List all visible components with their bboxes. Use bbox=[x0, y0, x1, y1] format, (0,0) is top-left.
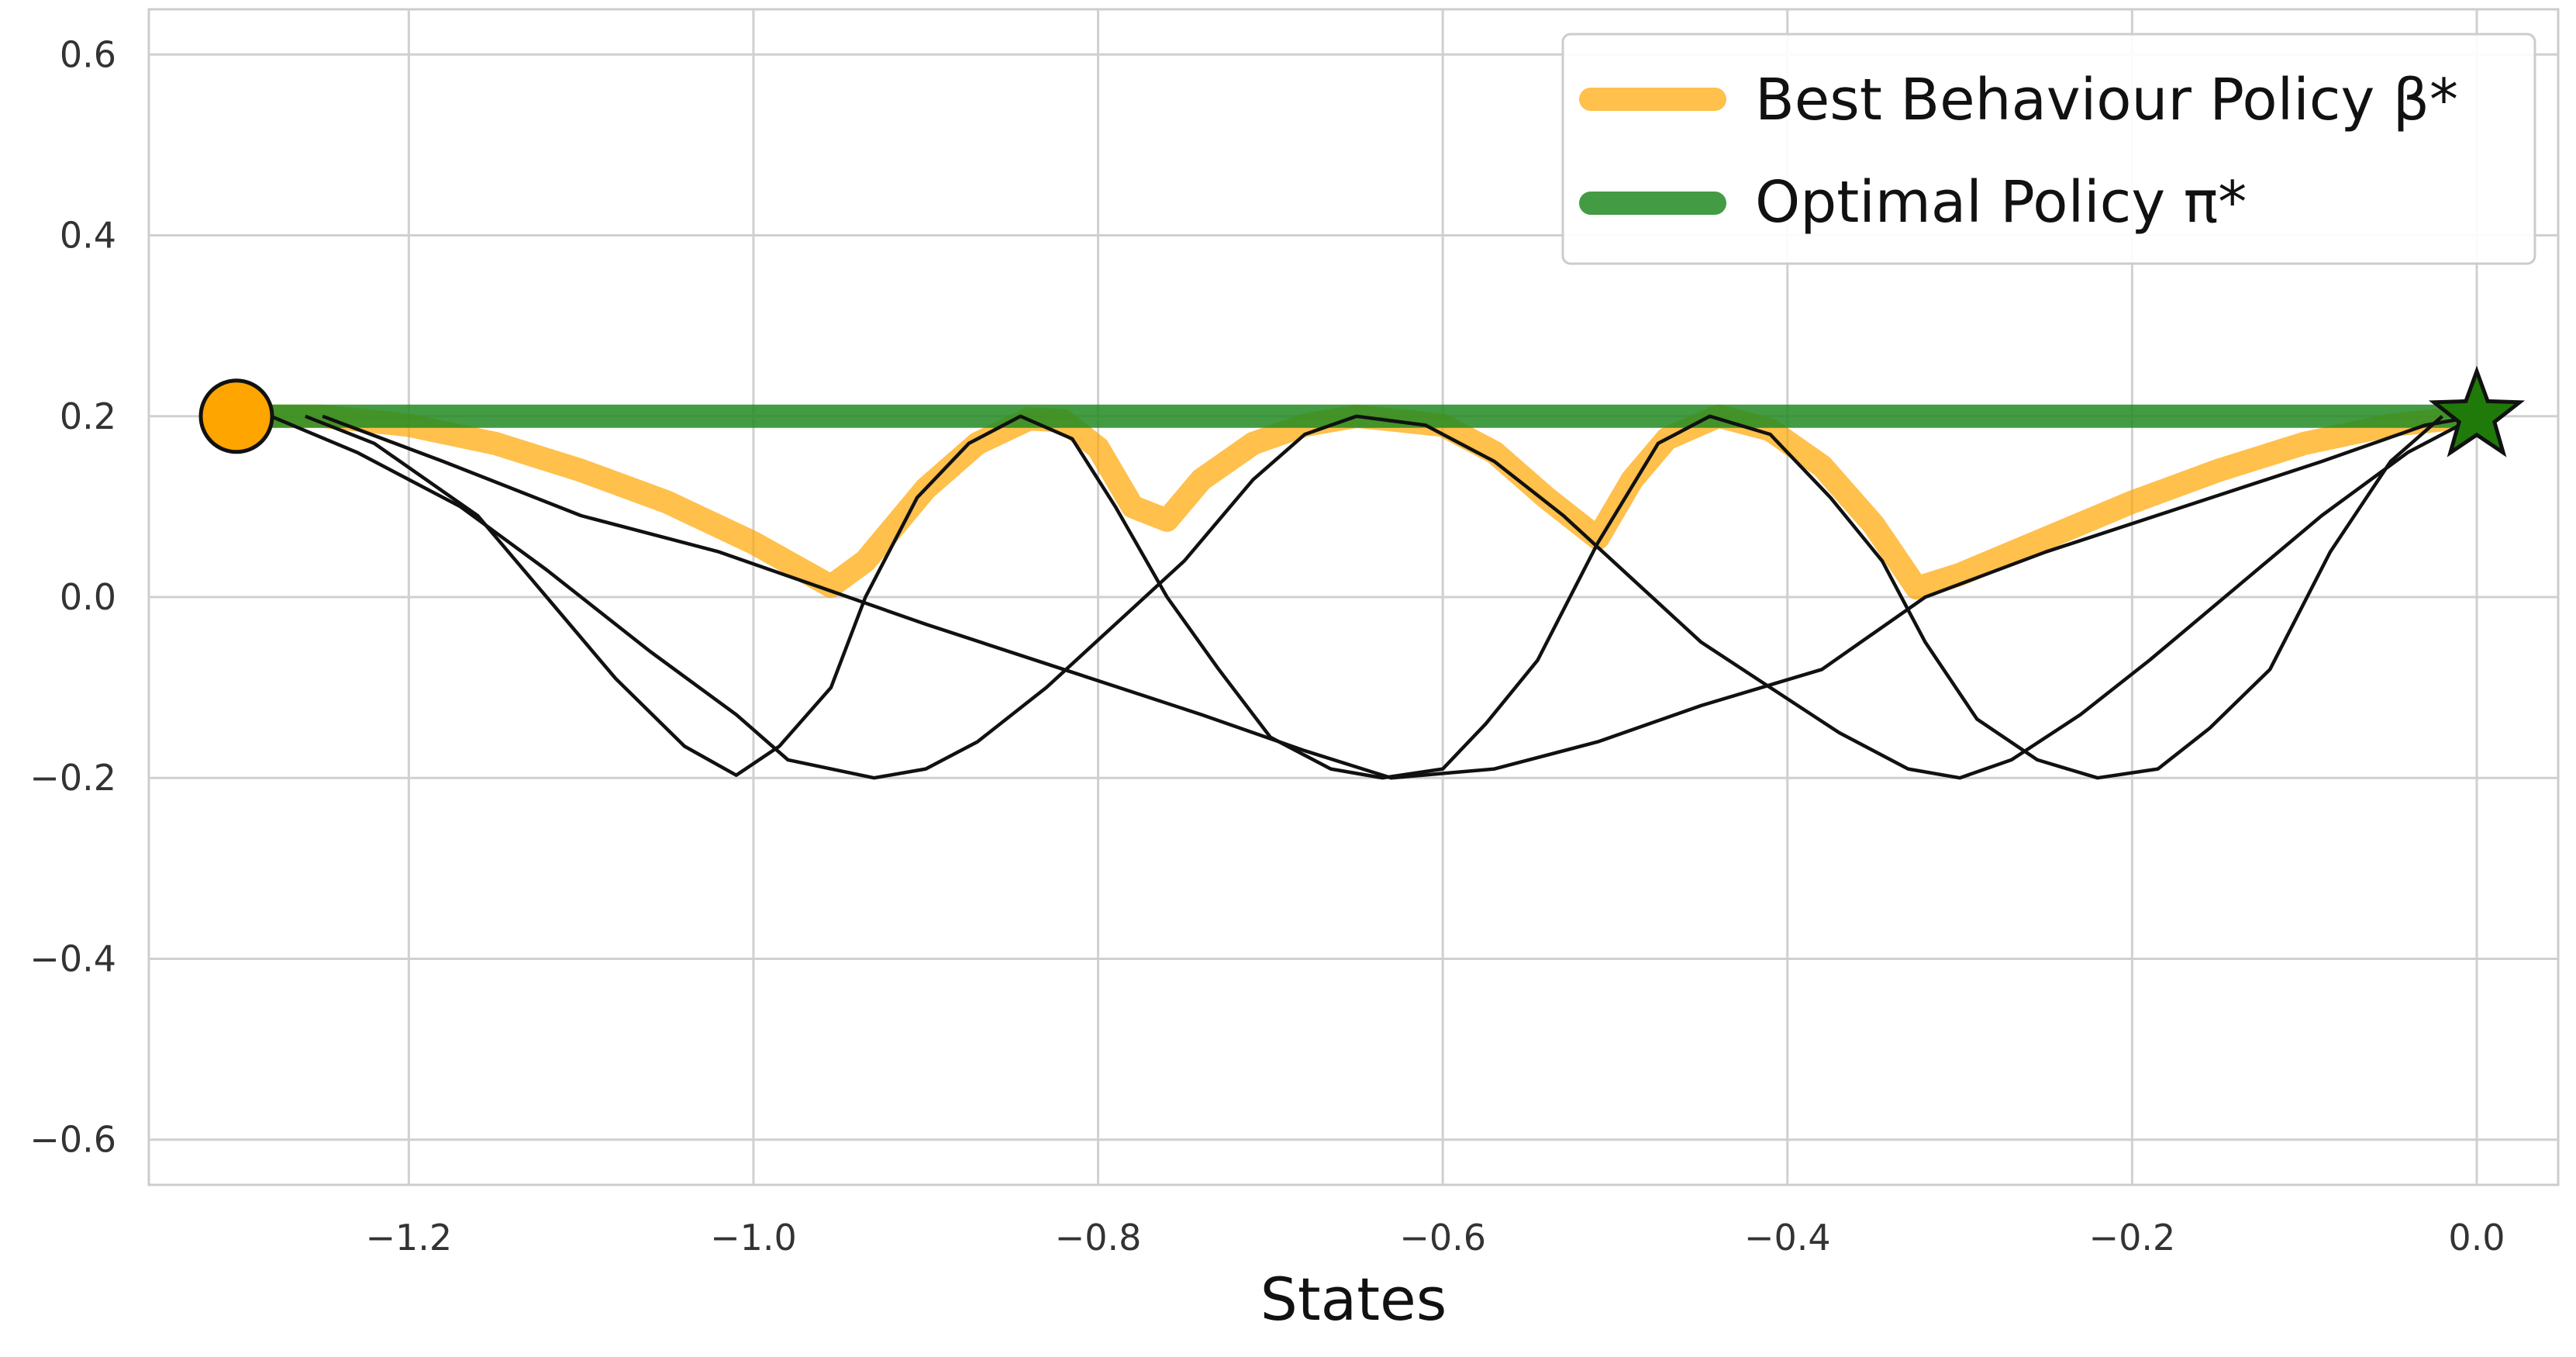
y-tick-label-0: 0.6 bbox=[60, 33, 116, 75]
x-tick-label-4: −0.4 bbox=[1744, 1217, 1831, 1259]
x-tick-label-2: −0.8 bbox=[1055, 1217, 1142, 1259]
x-tick-label-1: −1.0 bbox=[710, 1217, 797, 1259]
start-marker bbox=[198, 378, 274, 454]
x-axis-title: States bbox=[1260, 1265, 1447, 1334]
series-lines bbox=[225, 404, 2488, 780]
legend-box bbox=[1561, 33, 2536, 265]
legend-label-optimal: Optimal Policy π* bbox=[1755, 169, 2247, 236]
tick-labels: −1.2 −1.0 −0.8 −0.6 −0.4 −0.2 0.0 0.6 0.4 0.2 0.0 −… bbox=[29, 33, 2505, 1259]
x-tick-label-0: −1.2 bbox=[365, 1217, 452, 1259]
series-trajectory-3 bbox=[322, 414, 2478, 780]
y-tick-label-2: 0.2 bbox=[60, 395, 116, 437]
legend-label-behaviour: Best Behaviour Policy β* bbox=[1755, 67, 2458, 133]
x-tick-label-5: −0.2 bbox=[2089, 1217, 2176, 1259]
y-tick-label-1: 0.4 bbox=[60, 215, 116, 257]
y-tick-label-5: −0.4 bbox=[29, 937, 116, 979]
x-tick-label-6: 0.0 bbox=[2448, 1217, 2505, 1259]
y-tick-label-4: −0.2 bbox=[29, 757, 116, 799]
y-tick-label-3: 0.0 bbox=[60, 576, 116, 618]
legend: Best Behaviour Policy β* Optimal Policy … bbox=[1561, 33, 2536, 265]
y-tick-label-6: −0.6 bbox=[29, 1119, 116, 1161]
x-tick-label-3: −0.6 bbox=[1399, 1217, 1486, 1259]
markers bbox=[198, 365, 2526, 458]
series-trajectory-2 bbox=[270, 414, 2478, 780]
series-trajectory-1 bbox=[305, 414, 2443, 780]
goal-star-marker bbox=[2428, 365, 2526, 458]
